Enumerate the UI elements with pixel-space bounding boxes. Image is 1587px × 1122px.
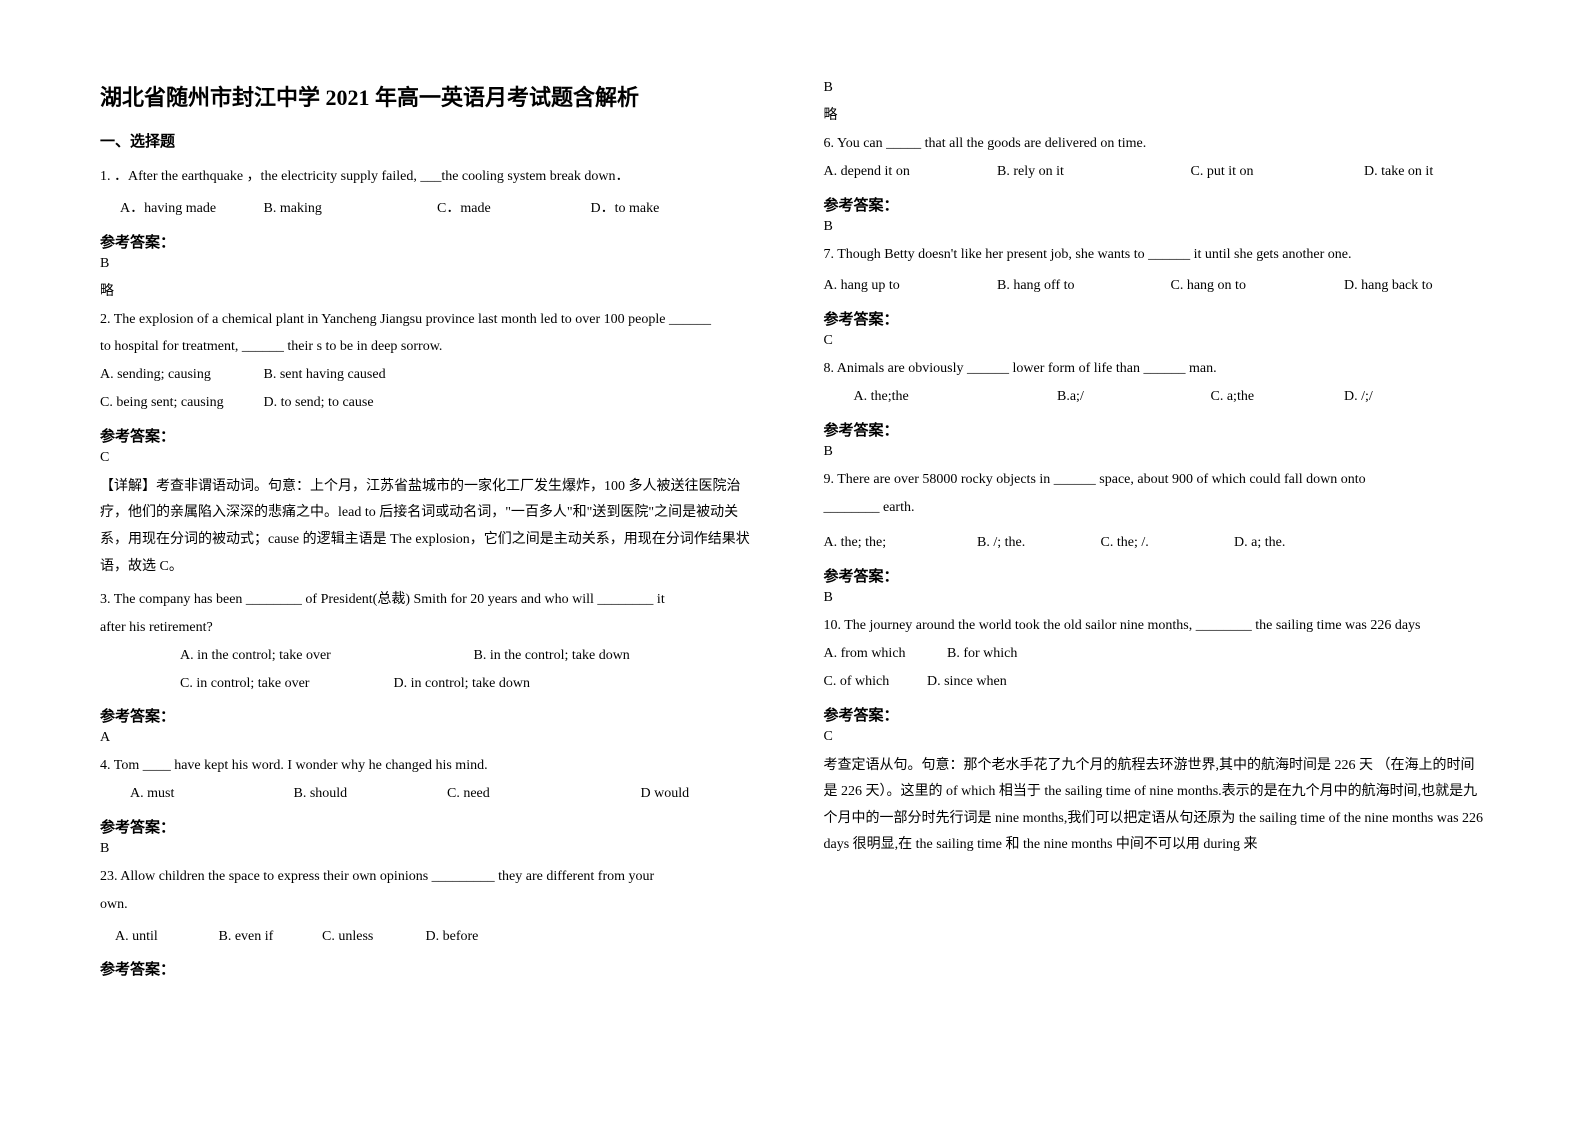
q10-opt-c: C. of which — [824, 670, 924, 694]
q4-answer: B — [100, 841, 764, 857]
q8-opt-a: A. the;the — [854, 385, 1054, 409]
answer-label: 参考答案： — [100, 705, 764, 726]
answer-label: 参考答案： — [100, 958, 764, 979]
q1-opt-a: A．having made — [120, 197, 260, 221]
q10-opt-d: D. since when — [927, 670, 1007, 694]
q1-opt-d: D．to make — [591, 197, 660, 221]
q9-line1: 9. There are over 58000 rocky objects in… — [824, 468, 1488, 492]
q5-options: A. until B. even if C. unless D. before — [100, 925, 764, 949]
q5-line1: 23. Allow children the space to express … — [100, 865, 764, 889]
q6-answer: B — [824, 219, 1488, 235]
q6-opt-b: B. rely on it — [997, 160, 1187, 184]
section-heading: 一、选择题 — [100, 130, 764, 151]
q2-options-row2: C. being sent; causing D. to send; to ca… — [100, 391, 764, 415]
q1-opt-b: B. making — [264, 197, 434, 221]
q8-opt-d: D. /;/ — [1344, 385, 1373, 409]
q9-opt-c: C. the; /. — [1101, 531, 1231, 555]
q8-opt-c: C. a;the — [1211, 385, 1341, 409]
q8-options: A. the;the B.a;/ C. a;the D. /;/ — [824, 385, 1488, 409]
page-title: 湖北省随州市封江中学 2021 年高一英语月考试题含解析 — [100, 80, 764, 112]
answer-label: 参考答案： — [100, 425, 764, 446]
q1-text: 1. ．After the earthquake ，the electricit… — [100, 165, 764, 189]
q10-options-row1: A. from which B. for which — [824, 642, 1488, 666]
q7-text: 7. Though Betty doesn't like her present… — [824, 243, 1488, 267]
left-column: 湖北省随州市封江中学 2021 年高一英语月考试题含解析 一、选择题 1. ．A… — [100, 80, 764, 1082]
answer-label: 参考答案： — [100, 816, 764, 837]
q3-line1: 3. The company has been ________ of Pres… — [100, 588, 764, 612]
q10-text: 10. The journey around the world took th… — [824, 614, 1488, 638]
q9-line2: ________ earth. — [824, 496, 1488, 520]
q8-answer: B — [824, 444, 1488, 460]
q3-opt-d: D. in control; take down — [394, 672, 530, 696]
answer-label: 参考答案： — [824, 194, 1488, 215]
q10-answer: C — [824, 729, 1488, 745]
q9-opt-d: D. a; the. — [1234, 531, 1285, 555]
q9-opt-b: B. /; the. — [977, 531, 1097, 555]
q2-opt-c: C. being sent; causing — [100, 391, 260, 415]
q5-opt-b: B. even if — [219, 925, 319, 949]
q6-opt-d: D. take on it — [1364, 160, 1433, 184]
q2-explanation: 【详解】考查非谓语动词。句意：上个月，江苏省盐城市的一家化工厂发生爆炸，100 … — [100, 474, 764, 580]
q2-opt-d: D. to send; to cause — [264, 391, 374, 415]
q2-line1: 2. The explosion of a chemical plant in … — [100, 308, 764, 332]
q4-opt-b: B. should — [294, 782, 444, 806]
q1-opt-c: C．made — [437, 197, 587, 221]
answer-label: 参考答案： — [100, 231, 764, 252]
q2-options-row1: A. sending; causing B. sent having cause… — [100, 363, 764, 387]
q8-text: 8. Animals are obviously ______ lower fo… — [824, 357, 1488, 381]
q6-opt-c: C. put it on — [1191, 160, 1361, 184]
q3-opt-c: C. in control; take over — [100, 672, 390, 696]
q5-opt-c: C. unless — [322, 925, 422, 949]
q4-opt-c: C. need — [447, 782, 637, 806]
q9-options: A. the; the; B. /; the. C. the; /. D. a;… — [824, 531, 1488, 555]
q7-opt-c: C. hang on to — [1171, 274, 1341, 298]
q6-options: A. depend it on B. rely on it C. put it … — [824, 160, 1488, 184]
q6-text: 6. You can _____ that all the goods are … — [824, 132, 1488, 156]
q1-answer: B — [100, 256, 764, 272]
q3-options-row2: C. in control; take over D. in control; … — [100, 672, 764, 696]
q9-answer: B — [824, 590, 1488, 606]
q3-options-row1: A. in the control; take over B. in the c… — [100, 644, 764, 668]
q6-opt-a: A. depend it on — [824, 160, 994, 184]
q2-answer: C — [100, 450, 764, 466]
q4-text: 4. Tom ____ have kept his word. I wonder… — [100, 754, 764, 778]
q1-options: A．having made B. making C．made D．to make — [100, 197, 764, 221]
q7-answer: C — [824, 333, 1488, 349]
q1-explanation: 略 — [100, 280, 764, 300]
answer-label: 参考答案： — [824, 565, 1488, 586]
q7-options: A. hang up to B. hang off to C. hang on … — [824, 274, 1488, 298]
q5-explanation: 略 — [824, 104, 1488, 124]
q4-opt-a: A. must — [130, 782, 290, 806]
q10-explanation: 考查定语从句。句意：那个老水手花了九个月的航程去环游世界,其中的航海时间是 22… — [824, 753, 1488, 859]
q5-opt-a: A. until — [115, 925, 215, 949]
answer-label: 参考答案： — [824, 308, 1488, 329]
q2-opt-a: A. sending; causing — [100, 363, 260, 387]
answer-label: 参考答案： — [824, 704, 1488, 725]
q10-options-row2: C. of which D. since when — [824, 670, 1488, 694]
q4-options: A. must B. should C. need D would — [100, 782, 764, 806]
q2-line2: to hospital for treatment, ______ their … — [100, 335, 764, 359]
q10-opt-b: B. for which — [947, 642, 1017, 666]
right-column: B 略 6. You can _____ that all the goods … — [824, 80, 1488, 1082]
q5-line2: own. — [100, 893, 764, 917]
q3-opt-b: B. in the control; take down — [474, 644, 630, 668]
q8-opt-b: B.a;/ — [1057, 385, 1207, 409]
q3-answer: A — [100, 730, 764, 746]
q7-opt-b: B. hang off to — [997, 274, 1167, 298]
q2-opt-b: B. sent having caused — [264, 363, 386, 387]
q7-opt-a: A. hang up to — [824, 274, 994, 298]
q3-line2: after his retirement? — [100, 616, 764, 640]
q3-opt-a: A. in the control; take over — [100, 644, 470, 668]
q10-opt-a: A. from which — [824, 642, 944, 666]
q5-opt-d: D. before — [426, 925, 479, 949]
q5-answer: B — [824, 80, 1488, 96]
q7-opt-d: D. hang back to — [1344, 274, 1433, 298]
answer-label: 参考答案： — [824, 419, 1488, 440]
q4-opt-d: D would — [641, 782, 690, 806]
q9-opt-a: A. the; the; — [824, 531, 974, 555]
